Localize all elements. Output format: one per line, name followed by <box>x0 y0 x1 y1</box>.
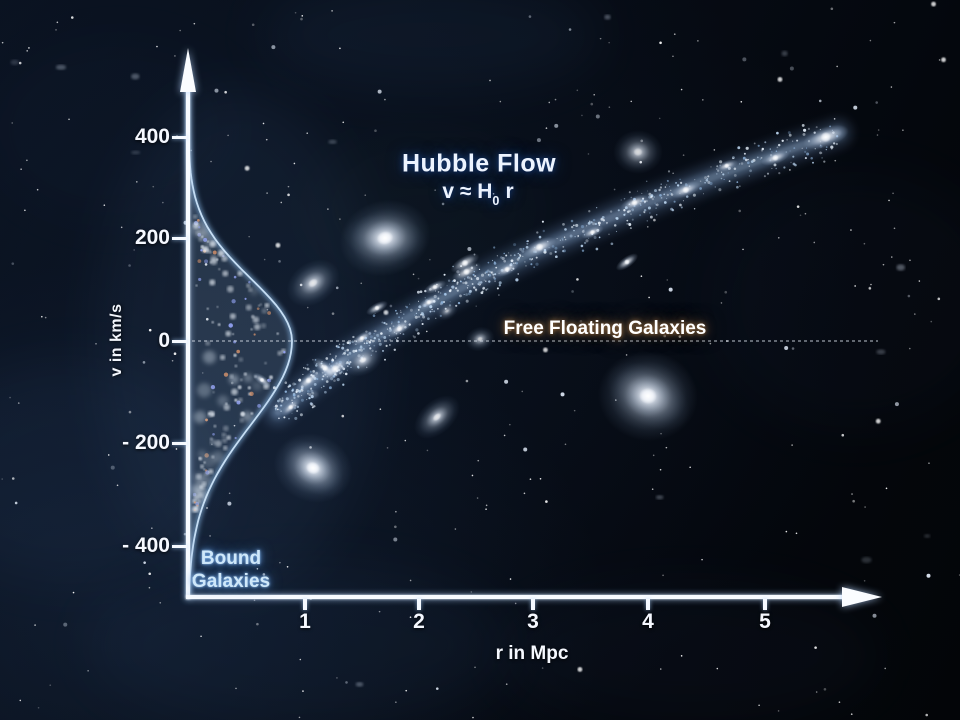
x-tick-mark <box>763 599 767 610</box>
zero-velocity-dashed-line <box>192 340 878 342</box>
y-axis-line <box>186 88 190 599</box>
figure-title: Hubble Flow <box>401 149 557 178</box>
x-tick-label: 4 <box>642 610 654 633</box>
x-tick-mark <box>303 599 307 610</box>
x-tick-label: 2 <box>413 610 425 633</box>
bound-label-line2: Galaxies <box>191 571 271 592</box>
y-axis-arrowhead-icon <box>180 48 196 92</box>
bound-galaxies-envelope <box>185 94 295 597</box>
hubble-law-equation: v ≈ H0 r <box>442 179 514 208</box>
y-tick-mark <box>172 441 187 445</box>
y-axis-label: v in km/s <box>108 303 125 377</box>
spiral-galaxies <box>273 130 698 503</box>
y-tick-label: 200 <box>134 226 170 249</box>
equation-tail: r <box>505 179 514 203</box>
x-tick-label: 3 <box>527 610 539 633</box>
x-tick-mark <box>417 599 421 610</box>
bound-label-line1: Bound <box>200 548 262 569</box>
y-tick-mark <box>172 544 187 548</box>
bound-galaxies-label: Bound Galaxies <box>192 547 270 593</box>
band-galaxy-knots <box>252 124 849 417</box>
x-tick-label: 5 <box>759 610 771 633</box>
x-tick-label: 1 <box>299 610 311 633</box>
free-floating-galaxies-label: Free Floating Galaxies <box>503 318 707 339</box>
y-tick-mark <box>172 135 187 139</box>
x-axis-arrowhead-icon <box>842 587 882 607</box>
equation-main: v ≈ H <box>442 179 493 203</box>
distant-galaxy-blobs <box>10 14 931 687</box>
bound-galaxy-cluster-speckles <box>189 214 286 513</box>
y-tick-label: 400 <box>134 125 170 148</box>
y-tick-label: - 200 <box>122 431 170 454</box>
y-tick-label: 0 <box>158 329 170 352</box>
x-tick-mark <box>646 599 650 610</box>
y-tick-label: - 400 <box>122 534 170 557</box>
x-axis-line <box>186 595 844 599</box>
equation-subscript: 0 <box>492 193 500 208</box>
x-axis-label: r in Mpc <box>495 643 569 664</box>
y-tick-mark <box>172 236 187 240</box>
y-tick-mark <box>172 339 187 343</box>
x-tick-mark <box>531 599 535 610</box>
